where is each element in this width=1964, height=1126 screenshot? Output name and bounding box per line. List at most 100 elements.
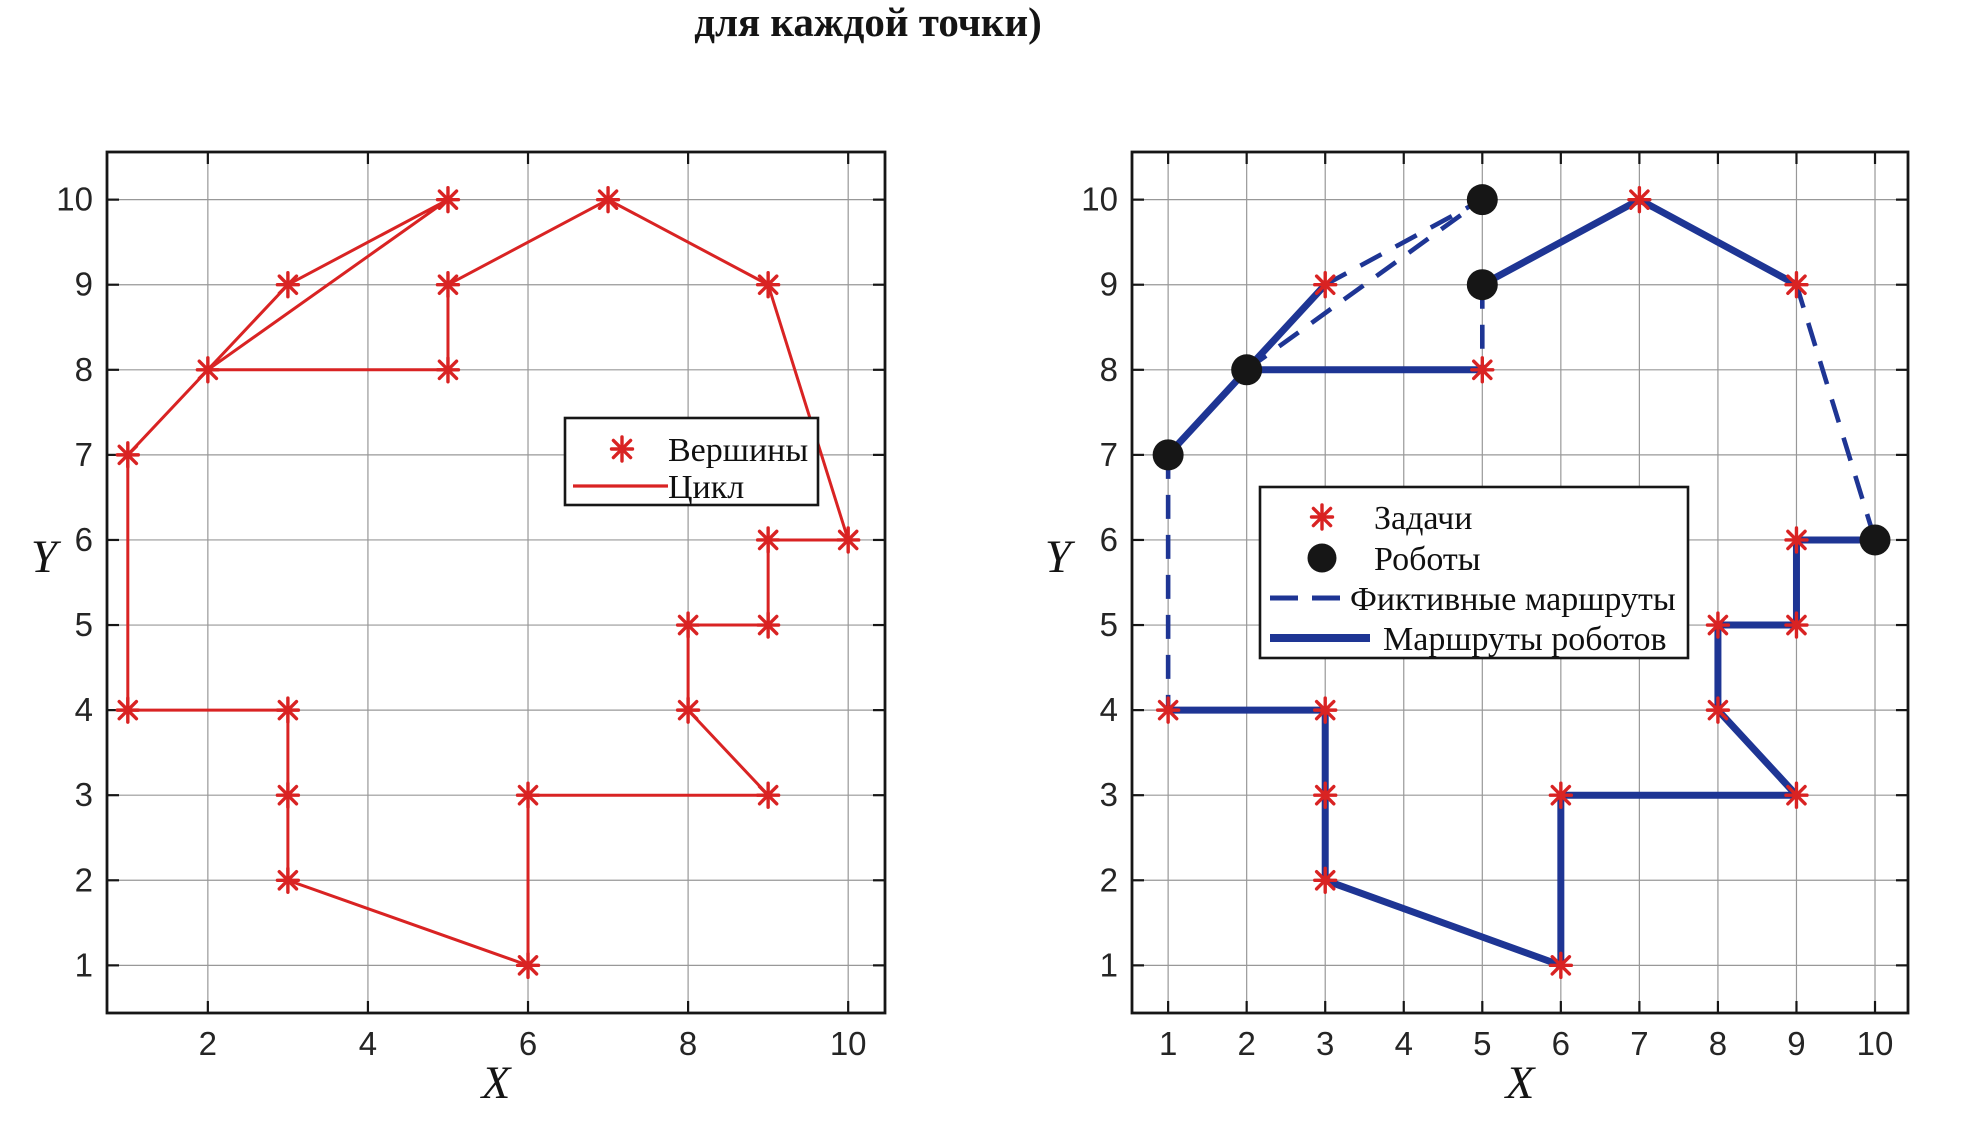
y-tick-label: 10 — [56, 181, 93, 218]
y-tick-label: 4 — [75, 691, 93, 728]
vertex-marker — [675, 696, 701, 724]
legend-circle-icon — [1307, 543, 1337, 573]
vertex-marker — [755, 611, 781, 639]
vertex-marker — [755, 781, 781, 809]
robot-route — [1164, 536, 1879, 969]
x-tick-label: 8 — [679, 1025, 697, 1062]
plot-area — [107, 152, 885, 1013]
robot-marker — [1231, 354, 1263, 386]
task-marker — [1313, 781, 1338, 809]
task-marker — [1784, 611, 1809, 639]
y-tick-label: 6 — [75, 521, 93, 558]
robot-marker — [1152, 439, 1184, 471]
x-tick-label: 9 — [1787, 1025, 1805, 1062]
x-tick-label: 4 — [359, 1025, 377, 1062]
robot-marker — [1859, 524, 1891, 556]
y-tick-label: 2 — [75, 861, 93, 898]
fictitious-route — [1794, 284, 1878, 541]
vertex-marker — [115, 441, 141, 469]
vertex-marker — [275, 271, 301, 299]
y-tick-label: 4 — [1100, 691, 1118, 728]
task-marker — [1548, 781, 1574, 809]
task-marker — [1470, 356, 1495, 384]
x-axis-label: X — [480, 1057, 513, 1109]
task-marker — [1705, 696, 1731, 724]
task-marker — [1705, 611, 1731, 639]
vertex-marker — [115, 696, 141, 724]
vertex-marker — [275, 866, 301, 894]
vertex-marker — [435, 356, 461, 384]
x-tick-label: 3 — [1316, 1025, 1334, 1062]
vertex-marker — [195, 356, 221, 384]
robot-marker — [1466, 269, 1498, 301]
plot-border — [105, 150, 887, 1015]
y-tick-label: 1 — [1100, 946, 1118, 983]
plot-border — [1130, 150, 1910, 1015]
legend-asterisk-icon — [609, 435, 635, 463]
task-marker — [1627, 185, 1652, 214]
task-marker — [1313, 271, 1338, 299]
task-marker — [1155, 696, 1181, 724]
vertex-marker — [435, 185, 461, 214]
vertex-marker — [595, 185, 621, 214]
y-tick-label: 8 — [75, 351, 93, 388]
task-marker — [1548, 951, 1574, 980]
vertex-marker — [515, 951, 541, 980]
robot-marker — [1466, 184, 1498, 216]
legend-label: Вершины — [668, 432, 808, 469]
x-axis-label: X — [1504, 1057, 1537, 1109]
task-marker — [1313, 866, 1338, 894]
legend-label: Цикл — [668, 469, 744, 506]
x-tick-label: 10 — [1857, 1025, 1894, 1062]
vertex-marker — [755, 271, 781, 299]
y-tick-label: 7 — [75, 436, 93, 473]
task-marker — [1784, 526, 1809, 554]
vertex-marker — [835, 526, 861, 554]
task-marker — [1784, 271, 1809, 299]
x-tick-label: 6 — [519, 1025, 537, 1062]
x-tick-label: 10 — [830, 1025, 867, 1062]
vertex-marker — [275, 696, 301, 724]
y-tick-label: 10 — [1081, 181, 1118, 218]
y-tick-label: 2 — [1100, 861, 1118, 898]
y-tick-label: 5 — [1100, 606, 1118, 643]
vertex-marker — [675, 611, 701, 639]
y-tick-label: 3 — [1100, 776, 1118, 813]
task-marker — [1784, 781, 1809, 809]
vertex-marker — [435, 271, 461, 299]
legend-label: Роботы — [1374, 541, 1481, 578]
y-tick-label: 7 — [1100, 436, 1118, 473]
fictitious-route — [1324, 197, 1484, 287]
x-tick-label: 2 — [199, 1025, 217, 1062]
legend-label: Задачи — [1374, 500, 1472, 537]
legend-box — [563, 416, 820, 507]
y-axis-label: Y — [1045, 531, 1076, 583]
y-tick-label: 8 — [1100, 351, 1118, 388]
cycle-path — [126, 198, 850, 967]
y-tick-label: 5 — [75, 606, 93, 643]
y-axis-label: Y — [31, 531, 62, 583]
x-tick-label: 7 — [1630, 1025, 1648, 1062]
x-tick-label: 1 — [1159, 1025, 1177, 1062]
y-tick-label: 9 — [1100, 266, 1118, 303]
vertex-marker — [755, 526, 781, 554]
legend-label: Маршруты роботов — [1383, 621, 1667, 658]
x-tick-label: 2 — [1237, 1025, 1255, 1062]
fictitious-route — [1245, 197, 1484, 372]
y-tick-label: 1 — [75, 946, 93, 983]
x-tick-label: 5 — [1473, 1025, 1491, 1062]
x-tick-label: 8 — [1709, 1025, 1727, 1062]
vertex-marker — [275, 781, 301, 809]
vertex-marker — [515, 781, 541, 809]
y-tick-label: 3 — [75, 776, 93, 813]
x-tick-label: 6 — [1552, 1025, 1570, 1062]
x-tick-label: 4 — [1395, 1025, 1413, 1062]
y-tick-label: 6 — [1100, 521, 1118, 558]
right-plot: 1 2 3 4 5 6 7 8 9 10 1 2 3 4 5 6 7 8 9 10 X Y Задачи РоботыФикт… — [1045, 150, 1910, 1109]
y-tick-label: 9 — [75, 266, 93, 303]
